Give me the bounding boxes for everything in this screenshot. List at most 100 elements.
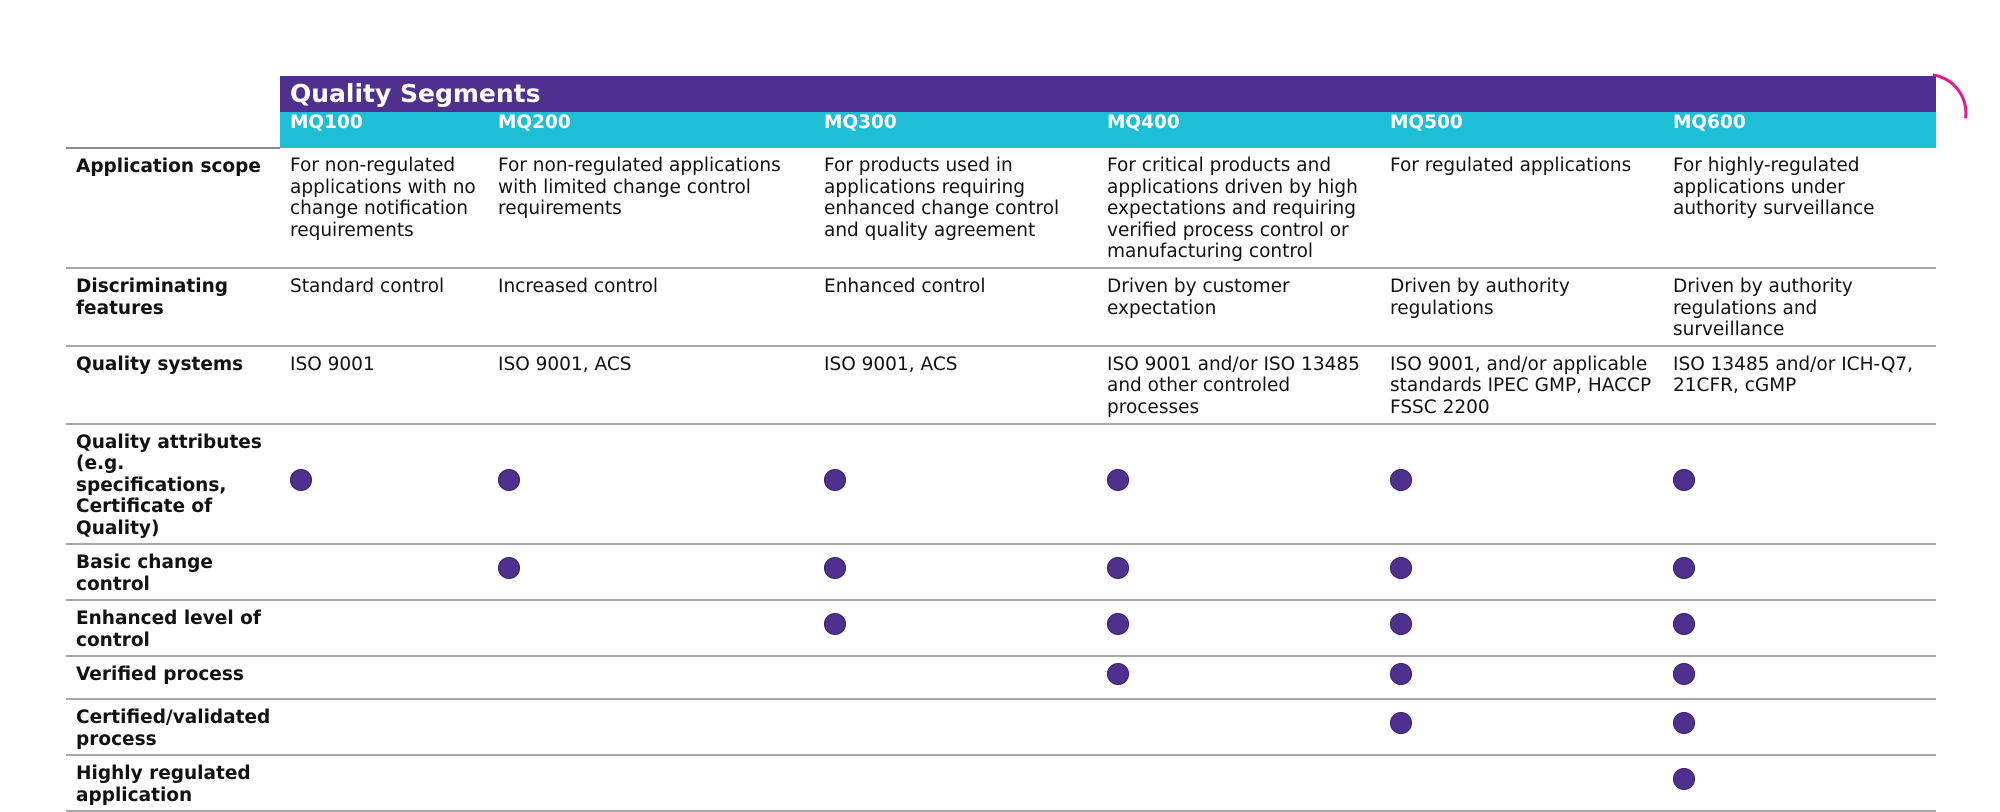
table-cell: For non-regulated applications with no c… (280, 148, 488, 269)
table-cell: For regulated applications (1380, 148, 1663, 269)
row-label: Highly regulated application (66, 755, 280, 812)
row-quality-systems: Quality systems ISO 9001 ISO 9001, ACS I… (66, 345, 1937, 425)
bullet-dot-icon (498, 469, 520, 491)
quality-segments-table: Quality Segments MQ100 MQ200 MQ300 MQ400… (66, 76, 1937, 812)
row-highly-regulated-application: Highly regulated application (66, 755, 1937, 812)
bullet-dot-icon (1673, 613, 1695, 636)
column-header-mq500: MQ500 (1380, 112, 1663, 148)
bullet-dot-icon (290, 469, 312, 491)
corner-blank (66, 76, 280, 112)
bullet-dot-icon (824, 557, 846, 580)
table-cell: ISO 13485 and/or ICH-Q7, 21CFR, cGMP (1663, 345, 1937, 425)
marker-rows: Quality attributes (e.g. specifications,… (66, 423, 1937, 812)
bullet-dot-icon (1107, 613, 1129, 636)
row-quality-attributes: Quality attributes (e.g. specifications,… (66, 423, 1937, 545)
table-cell (1663, 423, 1937, 545)
table-cell (814, 656, 1097, 700)
table-cell (1663, 656, 1937, 700)
bullet-dot-icon (1673, 557, 1695, 580)
bullet-dot-icon (1390, 613, 1412, 636)
row-label: Quality systems (66, 345, 280, 425)
bullet-dot-icon (1107, 557, 1129, 580)
row-basic-change-control: Basic change control (66, 544, 1937, 601)
table-cell (814, 423, 1097, 545)
table-cell (280, 699, 488, 756)
row-label: Verified process (66, 656, 280, 700)
table-cell (1380, 544, 1663, 601)
row-enhanced-level-of-control: Enhanced level of control (66, 600, 1937, 657)
table-cell (488, 423, 814, 545)
bullet-dot-icon (824, 613, 846, 636)
row-label: Discriminating features (66, 268, 280, 347)
table-cell: Enhanced control (814, 268, 1097, 347)
column-header-mq400: MQ400 (1097, 112, 1380, 148)
bullet-dot-icon (1673, 712, 1695, 735)
table-cell (280, 656, 488, 700)
table-cell (814, 755, 1097, 812)
bullet-dot-icon (1390, 662, 1412, 685)
table-cell (280, 755, 488, 812)
row-verified-process: Verified process (66, 656, 1937, 700)
table-cell (1380, 699, 1663, 756)
table-cell (1380, 656, 1663, 700)
table-cell (1097, 544, 1380, 601)
column-header-mq300: MQ300 (814, 112, 1097, 148)
table-cell (280, 423, 488, 545)
bullet-dot-icon (1390, 557, 1412, 580)
bullet-dot-icon (1390, 469, 1412, 491)
row-application-scope: Application scope For non-regulated appl… (66, 148, 1937, 269)
table-cell: ISO 9001, and/or applicable standards IP… (1380, 345, 1663, 425)
row-discriminating-features: Discriminating features Standard control… (66, 268, 1937, 347)
table-cell: For highly-regulated applications under … (1663, 148, 1937, 269)
column-header-mq200: MQ200 (488, 112, 814, 148)
table-cell (1380, 600, 1663, 657)
table-cell: ISO 9001, ACS (488, 345, 814, 425)
bullet-dot-icon (1390, 712, 1412, 735)
table-title: Quality Segments (280, 76, 1937, 112)
bullet-dot-icon (1673, 768, 1695, 791)
table-cell (814, 544, 1097, 601)
bullet-dot-icon (1107, 662, 1129, 685)
row-certified-validated-process: Certified/validated process (66, 699, 1937, 756)
table-cell: For critical products and applications d… (1097, 148, 1380, 269)
table-cell (1663, 544, 1937, 601)
table-cell (488, 755, 814, 812)
column-header-mq100: MQ100 (280, 112, 488, 148)
table-cell: Driven by customer expectation (1097, 268, 1380, 347)
table-cell (1097, 755, 1380, 812)
table-cell (814, 600, 1097, 657)
table-cell: For products used in applications requir… (814, 148, 1097, 269)
row-label: Application scope (66, 148, 280, 269)
table-cell (1097, 600, 1380, 657)
bullet-dot-icon (1107, 469, 1129, 491)
table-cell: Increased control (488, 268, 814, 347)
table-cell: For non-regulated applications with limi… (488, 148, 814, 269)
row-label: Certified/validated process (66, 699, 280, 756)
row-label: Enhanced level of control (66, 600, 280, 657)
table-cell (488, 656, 814, 700)
row-label: Basic change control (66, 544, 280, 601)
bullet-dot-icon (1673, 662, 1695, 685)
bullet-dot-icon (824, 469, 846, 491)
table-cell (1097, 656, 1380, 700)
table-cell (280, 600, 488, 657)
table-cell: Standard control (280, 268, 488, 347)
table-cell (1663, 600, 1937, 657)
table-cell (1663, 755, 1937, 812)
table-cell (814, 699, 1097, 756)
bullet-dot-icon (498, 557, 520, 580)
bullet-dot-icon (1673, 469, 1695, 491)
table-cell: Driven by authority regulations (1380, 268, 1663, 347)
table-cell (1380, 755, 1663, 812)
table-cell: ISO 9001, ACS (814, 345, 1097, 425)
table-cell: Driven by authority regulations and surv… (1663, 268, 1937, 347)
table-cell (280, 544, 488, 601)
table-cell (1663, 699, 1937, 756)
table-cell (488, 699, 814, 756)
table-cell: ISO 9001 and/or ISO 13485 and other cont… (1097, 345, 1380, 425)
table-cell (488, 600, 814, 657)
table-cell (1097, 423, 1380, 545)
table-cell (1097, 699, 1380, 756)
column-header-mq600: MQ600 (1663, 112, 1937, 148)
corner-blank-2 (66, 112, 280, 149)
